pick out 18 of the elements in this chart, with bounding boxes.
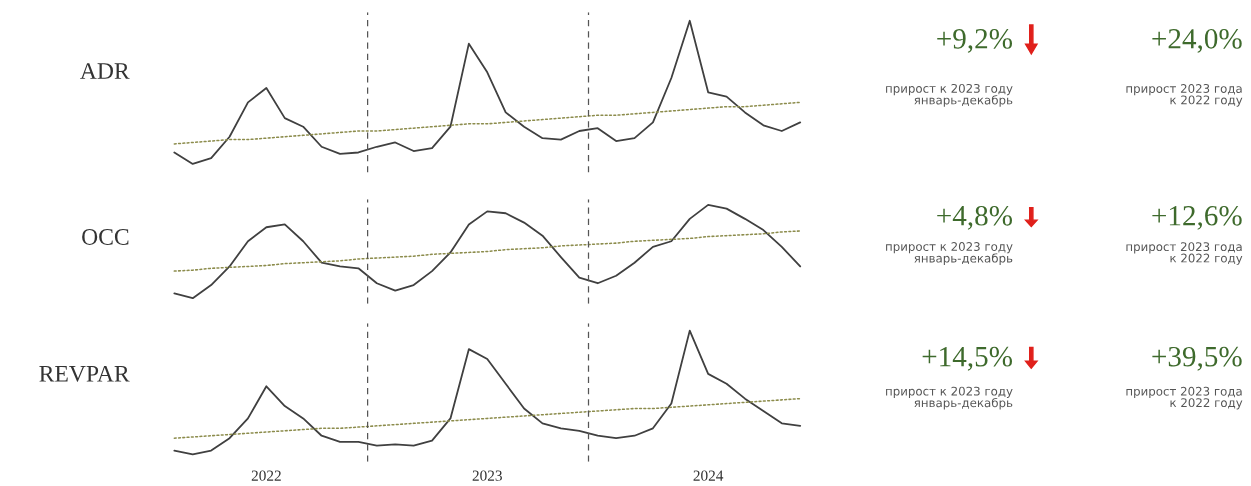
text: +12,6% [1152,205,1242,230]
text: прирост к 2023 году январь-декабрь [886,83,1013,107]
text: +24,0% [1152,28,1242,53]
text: +14,5% [922,346,1013,371]
text: +4,8% [937,205,1013,230]
text: ADR [80,63,130,79]
text: прирост 2023 года к 2022 году [1126,242,1243,265]
text: прирост 2023 года к 2022 году [1126,84,1243,107]
text: +9,2% [937,28,1013,53]
x-tick-label: 2023 [472,470,502,481]
text: REVPAR [39,365,130,382]
x-tick-label: 2022 [251,470,281,481]
text: прирост к 2023 году январь-декабрь [886,242,1013,265]
text: прирост к 2023 году январь-декабрь [886,386,1013,410]
text: +39,5% [1152,346,1242,371]
text: прирост 2023 года к 2022 году [1126,386,1243,410]
x-tick-label: 2024 [693,470,724,481]
text: OCC [82,229,129,245]
